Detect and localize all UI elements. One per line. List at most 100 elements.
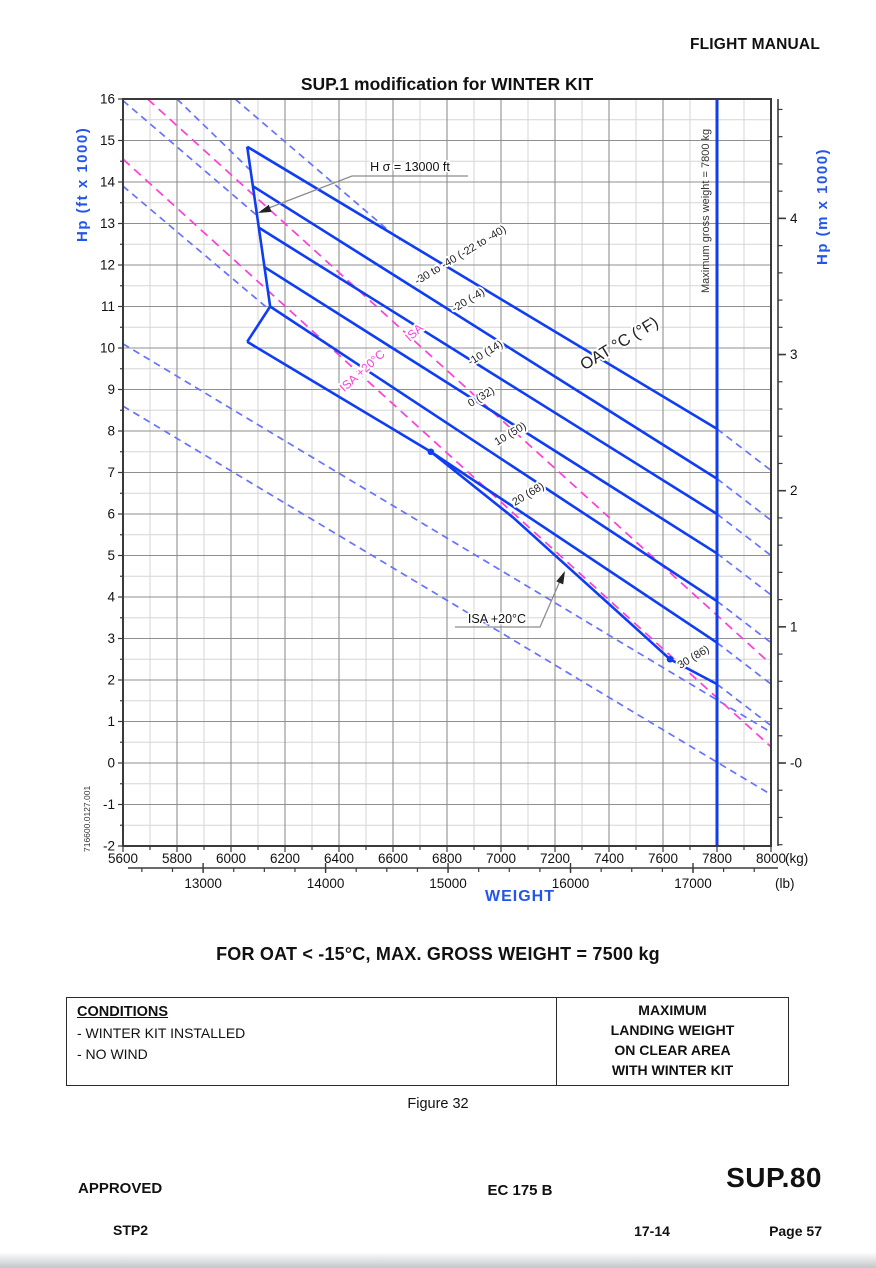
arrowhead-icon (258, 204, 272, 213)
x-tick-label-kg: 6000 (216, 851, 246, 866)
x-axis-title: WEIGHT (485, 888, 555, 905)
y-tick-label-left: 0 (107, 756, 115, 771)
y-tick-label-left: 7 (107, 465, 115, 480)
y-tick-label-left: 5 (107, 548, 115, 563)
chart-line-ref-dashed-2 (176, 99, 255, 175)
x-tick-label-kg: 7000 (486, 851, 516, 866)
svg-text:OAT °C (°F): OAT °C (°F) (577, 313, 661, 374)
y-tick-label-right: 3 (790, 347, 798, 362)
x-axis-unit-lb: (lb) (775, 876, 795, 891)
document-header: FLIGHT MANUAL (689, 36, 820, 53)
y-tick-label-right: -0 (790, 756, 802, 771)
y-tick-label-right: 1 (790, 619, 798, 634)
document-reference-number: 716600.0127.001 (82, 786, 92, 852)
chart-line-ref-dashed-1 (123, 100, 258, 216)
max-gross-weight-label: Maximum gross weight = 7800 kg (700, 129, 712, 293)
chart-line-isa-plus20-line (123, 158, 771, 748)
y-axis-title-left: Hp (ft x 1000) (74, 127, 91, 242)
scanned-page-edge (0, 1252, 876, 1268)
grid-major (123, 99, 771, 846)
conditions-header: CONDITIONS (77, 1004, 169, 1020)
footer-revision: 17-14 (634, 1223, 670, 1239)
annotation-h-13000-ft: H σ = 13000 ft (258, 159, 468, 213)
footer-page-number: Page 57 (769, 1223, 822, 1239)
y-tick-label-left: 8 (107, 424, 115, 439)
x-tick-label-kg: 7600 (648, 851, 678, 866)
figure-caption: Figure 32 (407, 1096, 469, 1112)
condition-item: - NO WIND (77, 1046, 148, 1062)
line-label--10-14-: -10 (14) (464, 336, 507, 370)
x-axis-unit-kg: (kg) (785, 851, 808, 866)
svg-text:716600.0127.001: 716600.0127.001 (82, 786, 92, 852)
leader-line (260, 175, 468, 212)
table-title-line: ON CLEAR AREA (614, 1042, 731, 1058)
y-tick-label-left: 15 (100, 133, 115, 148)
line-label-0-32-: 0 (32) (464, 383, 499, 412)
line-label-isa: ISA (400, 319, 428, 346)
y-tick-label-left: -2 (103, 839, 115, 854)
annotation-text: H σ = 13000 ft (370, 160, 450, 174)
svg-text:10 (50): 10 (50) (492, 420, 528, 448)
y-tick-label-left: 16 (100, 92, 115, 107)
y-tick-label-right: 2 (790, 483, 798, 498)
x-axis-kg: 5600 5800 6000 6200 6400 6600 6800 7000 7200 7400… (108, 846, 808, 866)
chart-line-ref-dashed-5 (123, 343, 771, 734)
x-tick-label-kg: 5800 (162, 851, 192, 866)
table-title-line: LANDING WEIGHT (610, 1022, 735, 1038)
y-tick-label-left: 10 (100, 341, 115, 356)
oat-line-oat-minus20 (252, 185, 718, 480)
chart-title: SUP.1 modification for WINTER KIT (301, 74, 594, 94)
chart-line-ref-dashed-3 (234, 99, 401, 241)
x-tick-label-kg: 6400 (324, 851, 354, 866)
x-tick-label-lb: 14000 (307, 876, 345, 891)
line-label-30-86-: 30 (86) (674, 641, 714, 673)
y-tick-label-left: 9 (107, 382, 115, 397)
footer-approved: APPROVED (78, 1180, 163, 1197)
performance-chart: Maximum gross weight = 7800 kg1615141312… (74, 74, 831, 905)
x-tick-label-kg: 7800 (702, 851, 732, 866)
svg-text:0 (32): 0 (32) (466, 385, 497, 410)
svg-text:Hp (m x 1000): Hp (m x 1000) (814, 148, 831, 265)
svg-text:-20 (-4): -20 (-4) (450, 286, 487, 315)
line-intersection-dot (427, 448, 435, 456)
y-tick-label-left: 4 (107, 590, 115, 605)
oat-line-oat-0 (263, 265, 718, 555)
x-tick-label-kg: 6200 (270, 851, 300, 866)
y-tick-label-left: 11 (101, 299, 115, 314)
x-tick-label-lb: 13000 (184, 876, 222, 891)
y-tick-label-left: 2 (107, 673, 115, 688)
x-tick-label-kg: 6800 (432, 851, 462, 866)
conditions-cell: CONDITIONS - WINTER KIT INSTALLED - NO W… (67, 998, 556, 1085)
x-tick-label-kg: 7200 (540, 851, 570, 866)
y-tick-label-left: 14 (100, 175, 116, 190)
footer-aircraft-type: EC 175 B (487, 1182, 553, 1199)
line-label--20--4-: -20 (-4) (448, 284, 489, 317)
line-label-isa-+20-c: ISA +20°C (335, 345, 390, 397)
x-tick-label-lb: 17000 (674, 876, 712, 891)
y-tick-label-right: 4 (790, 211, 798, 226)
svg-text:ISA: ISA (402, 321, 426, 344)
annotation-text: ISA +20°C (468, 612, 526, 626)
line-label-10-50-: 10 (50) (490, 418, 530, 450)
footer-stp: STP2 (113, 1222, 149, 1238)
oat-line-oat-minus30-to-minus40 (246, 145, 718, 431)
svg-text:Maximum gross weight = 7800 kg: Maximum gross weight = 7800 kg (700, 129, 712, 293)
oat-weight-note: FOR OAT < -15°C, MAX. GROSS WEIGHT = 750… (216, 944, 660, 964)
plot-lines (123, 99, 771, 796)
oat-line-oat-30 (669, 658, 718, 686)
x-tick-label-lb: 16000 (552, 876, 590, 891)
annotation-isa-+20-c: ISA +20°C (455, 571, 565, 628)
line-label-oat-c-f-: OAT °C (°F) (575, 311, 663, 376)
oat-line-oat-10 (269, 305, 718, 603)
y-tick-label-left: -1 (103, 797, 115, 812)
arrowhead-icon (556, 571, 565, 585)
x-tick-label-lb: 15000 (429, 876, 467, 891)
svg-text:Hp (ft x 1000): Hp (ft x 1000) (74, 127, 91, 242)
x-tick-label-kg: 6600 (378, 851, 408, 866)
table-title-line: WITH WINTER KIT (611, 1062, 734, 1078)
chart-line-isa-plus20-limit-boundary (429, 450, 671, 661)
y-tick-label-left: 1 (107, 714, 115, 729)
x-tick-label-kg: 5600 (108, 851, 138, 866)
